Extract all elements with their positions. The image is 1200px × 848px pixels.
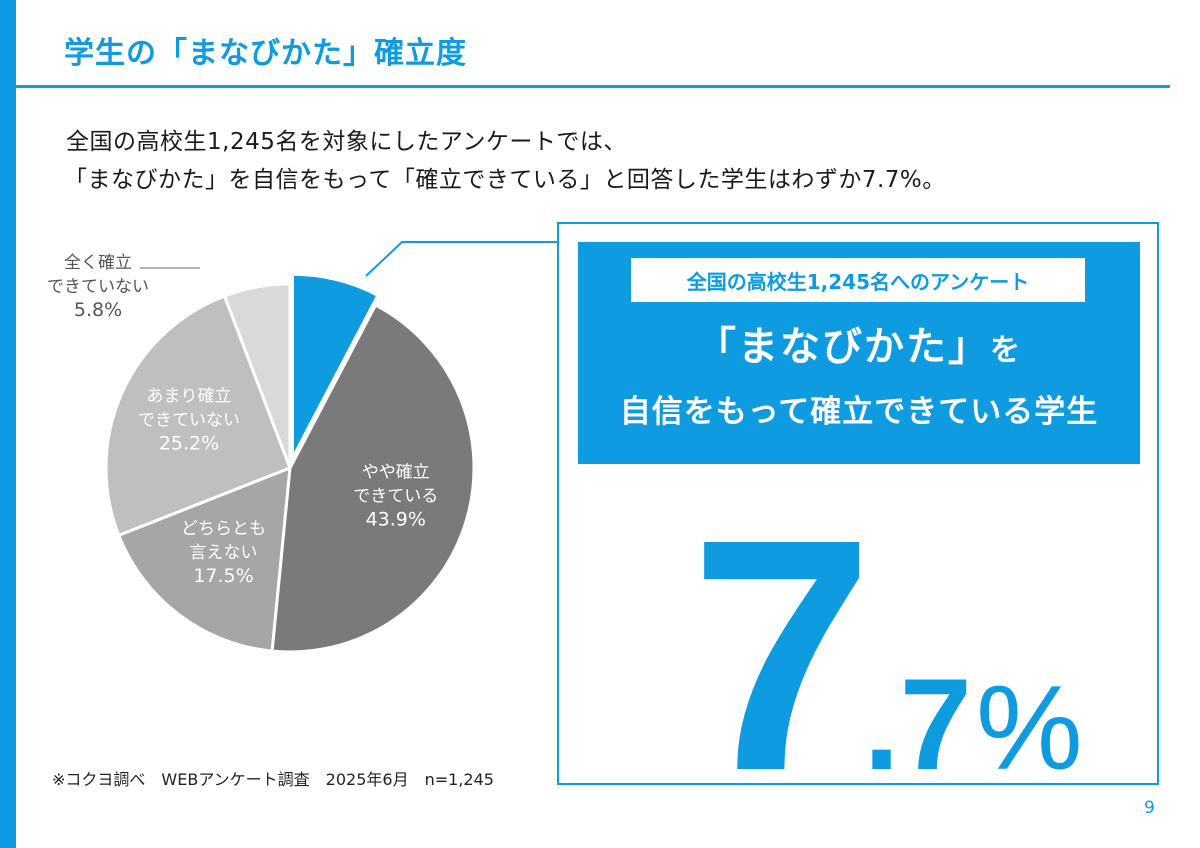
intro-text-line-1: 全国の高校生1,245名を対象にしたアンケートでは、 <box>66 129 627 155</box>
pie-slice-3 <box>104 294 292 538</box>
pie-label-1-0: やや確立 <box>362 463 430 483</box>
pie-label-4-1: できていない <box>47 277 149 297</box>
left-accent-bar <box>0 0 16 848</box>
callout-leader-line <box>365 241 557 277</box>
big-percentage: 7.7% <box>690 490 1083 820</box>
survey-label: 全国の高校生1,245名へのアンケート <box>631 258 1085 302</box>
headline-main: 「まなびかた」を <box>578 314 1140 372</box>
source-note: ※コクヨ調べ WEBアンケート調査 2025年6月 n=1,245 <box>52 770 494 789</box>
headline-sub: 自信をもって確立できている学生 <box>619 394 1099 430</box>
title-divider <box>16 85 1170 88</box>
pie-slice-0 <box>290 272 380 459</box>
intro-text-line-2: 「まなびかた」を自信をもって「確立できている」と回答した学生はわずか7.7%。 <box>64 167 946 193</box>
pie-value-1: 43.9% <box>366 509 426 531</box>
pie-label-4-0: 全く確立 <box>64 253 132 273</box>
pie-value-3: 25.2% <box>159 432 219 454</box>
callout-frame <box>557 222 1159 785</box>
big-percentage-unit: % <box>975 661 1083 795</box>
pie-slice-2 <box>116 465 292 653</box>
headline-main-text: 「まなびかた」 <box>696 324 990 370</box>
pie-label-2-1: 言えない <box>189 543 257 563</box>
pie-label-1-1: できている <box>353 487 438 507</box>
big-percentage-whole: 7 <box>690 470 874 839</box>
page-title: 学生の「まなびかた」確立度 <box>64 36 467 71</box>
pie-value-2: 17.5% <box>193 565 253 587</box>
pie-value-4: 5.8% <box>74 299 122 321</box>
pie-label-2-0: どちらとも <box>181 519 266 539</box>
pie-label-3-0: あまり確立 <box>147 386 232 406</box>
pie-slice-1 <box>270 303 476 654</box>
pie-label-3-1: できていない <box>138 410 240 430</box>
headline-particle: を <box>990 333 1022 368</box>
big-percentage-decimal: .7 <box>863 651 972 797</box>
page-number: 9 <box>1144 798 1155 818</box>
